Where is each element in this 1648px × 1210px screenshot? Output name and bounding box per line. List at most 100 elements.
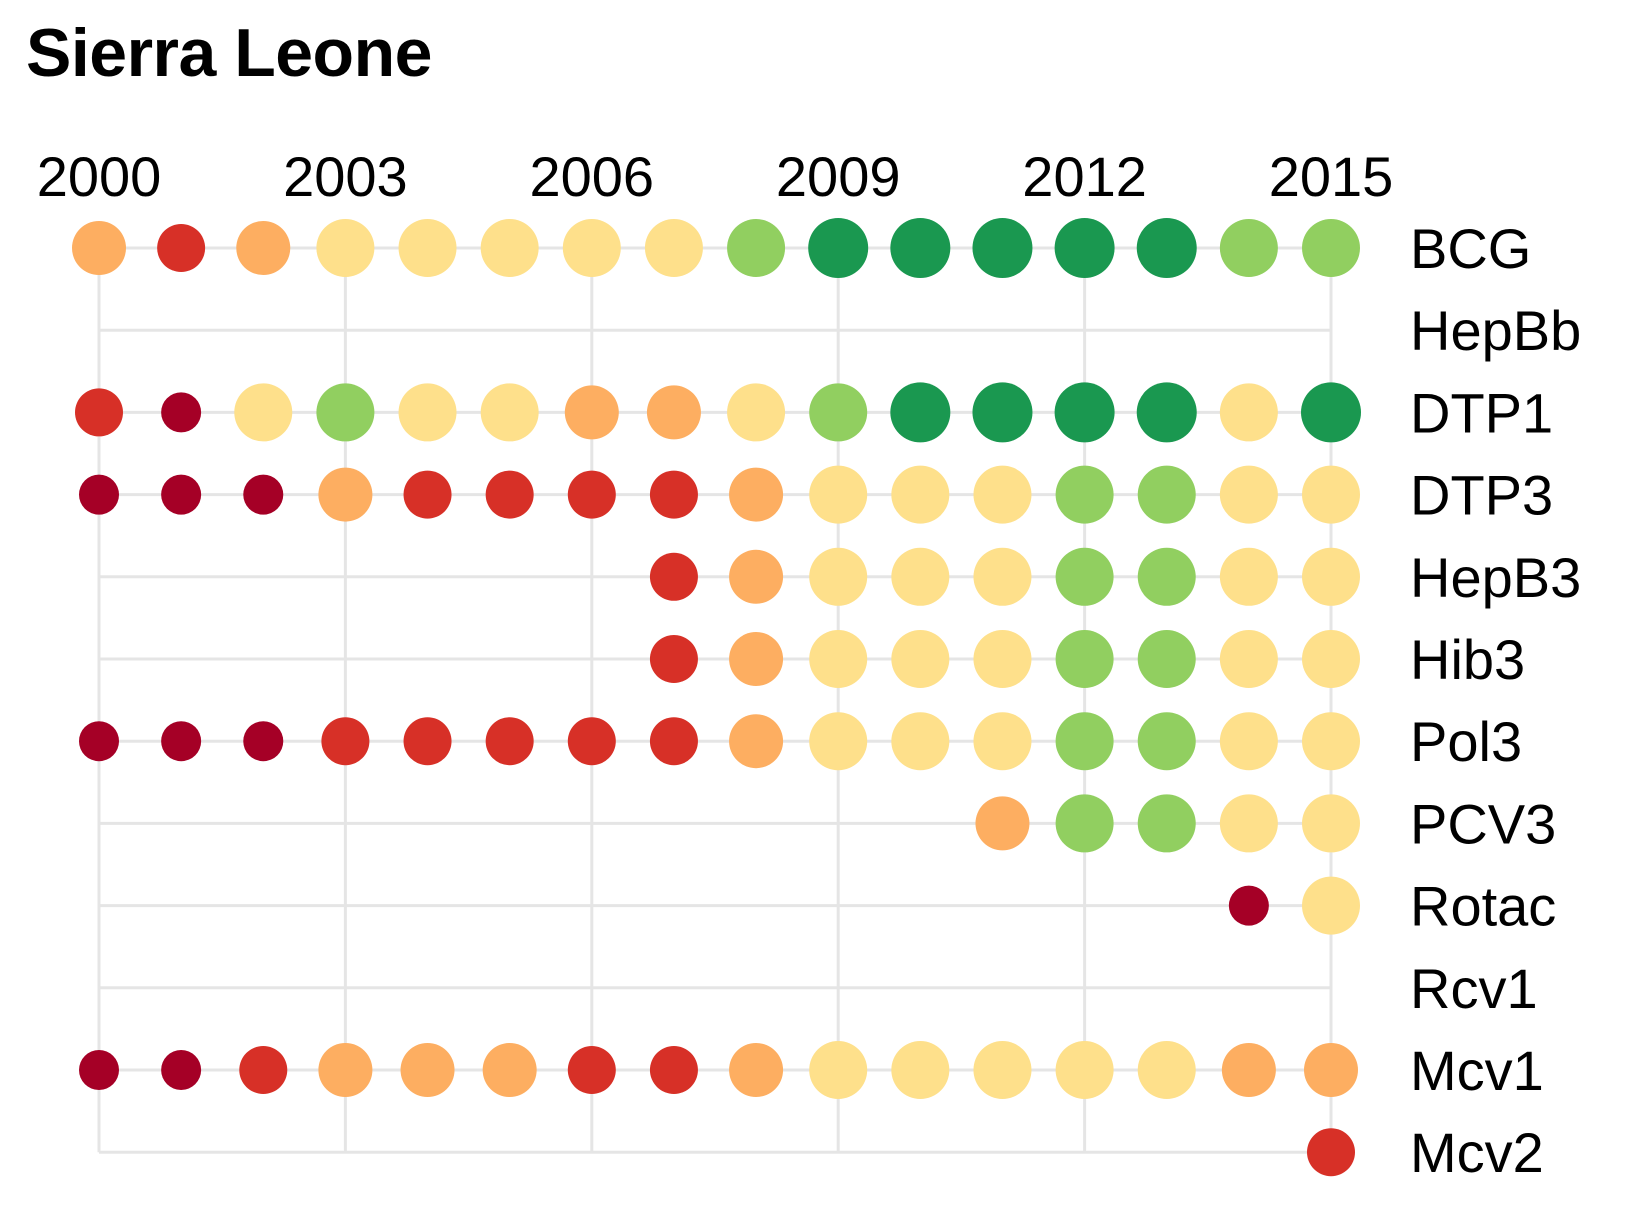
data-point <box>480 219 539 277</box>
data-point <box>485 470 534 519</box>
data-point <box>161 392 202 433</box>
row-label-mcv1: Mcv1 <box>1410 1039 1544 1102</box>
data-point <box>809 547 868 606</box>
data-point <box>891 1041 950 1099</box>
data-point <box>649 717 698 766</box>
data-point <box>1302 465 1360 524</box>
data-point <box>1304 1043 1358 1097</box>
data-point <box>236 221 291 275</box>
data-point <box>161 721 202 762</box>
x-tick-label: 2009 <box>776 145 901 208</box>
data-point <box>809 465 868 524</box>
data-point <box>243 474 284 515</box>
data-point <box>809 630 868 688</box>
data-point <box>1137 547 1196 606</box>
data-point <box>1137 630 1196 688</box>
data-point <box>318 1043 373 1097</box>
data-point <box>1302 794 1360 853</box>
data-point <box>809 383 868 442</box>
data-point <box>1055 465 1114 524</box>
data-point <box>727 383 786 442</box>
data-point <box>72 221 126 275</box>
data-point <box>1055 794 1114 853</box>
data-point <box>972 382 1033 443</box>
data-point <box>1307 1128 1355 1177</box>
data-point <box>157 224 206 272</box>
x-tick-label: 2000 <box>37 145 162 208</box>
data-point <box>891 465 950 524</box>
data-point <box>482 1043 537 1097</box>
data-point <box>1137 465 1196 524</box>
data-point <box>239 1046 288 1094</box>
data-point <box>562 219 621 277</box>
data-point <box>891 712 950 771</box>
chart-title: Sierra Leone <box>26 15 432 91</box>
row-label-hepbb: HepBb <box>1410 299 1581 362</box>
data-point <box>1219 219 1278 277</box>
data-point <box>890 382 951 443</box>
data-point <box>808 218 869 278</box>
data-point <box>1302 547 1360 606</box>
data-point <box>1219 383 1278 442</box>
data-point <box>975 796 1030 851</box>
data-point <box>1055 547 1114 606</box>
data-point <box>973 465 1032 524</box>
data-point <box>1302 876 1360 935</box>
data-point <box>403 717 452 766</box>
x-tick-label: 2015 <box>1269 145 1394 208</box>
data-point <box>318 467 373 522</box>
data-point <box>567 717 616 766</box>
data-point <box>1055 712 1114 771</box>
data-point <box>1136 382 1197 443</box>
data-point <box>398 219 457 277</box>
data-point <box>1219 465 1278 524</box>
data-point <box>316 219 375 277</box>
row-label-dtp3: DTP3 <box>1410 464 1553 527</box>
data-point <box>398 383 457 442</box>
row-label-hib3: Hib3 <box>1410 628 1525 691</box>
row-label-pcv3: PCV3 <box>1410 792 1556 855</box>
data-point <box>649 1046 698 1094</box>
data-point <box>1221 1043 1276 1097</box>
data-point <box>75 388 123 437</box>
row-label-mcv2: Mcv2 <box>1410 1121 1544 1184</box>
data-point <box>1219 712 1278 771</box>
data-point <box>973 547 1032 606</box>
data-point <box>564 385 619 440</box>
data-point <box>1137 712 1196 771</box>
x-tick-label: 2003 <box>283 145 408 208</box>
data-point <box>1301 382 1361 443</box>
data-point <box>973 712 1032 771</box>
data-point <box>727 219 786 277</box>
data-point <box>1302 630 1360 688</box>
data-point <box>567 1046 616 1094</box>
data-point <box>809 712 868 771</box>
data-point <box>79 721 119 762</box>
data-point <box>321 717 370 766</box>
data-point <box>161 474 202 515</box>
data-point <box>485 717 534 766</box>
data-point <box>644 219 703 277</box>
row-label-hepb3: HepB3 <box>1410 546 1581 609</box>
data-point <box>1219 794 1278 853</box>
data-point <box>234 383 293 442</box>
data-point <box>972 218 1033 278</box>
data-point <box>729 549 784 604</box>
data-point <box>403 470 452 519</box>
data-point <box>729 467 784 522</box>
row-label-rcv1: Rcv1 <box>1410 957 1538 1020</box>
data-point <box>973 1041 1032 1099</box>
row-label-pol3: Pol3 <box>1410 710 1522 773</box>
data-point <box>243 721 284 762</box>
data-point <box>161 1050 202 1090</box>
data-point <box>649 552 698 601</box>
data-point <box>891 547 950 606</box>
data-point <box>729 714 784 769</box>
data-point <box>1137 794 1196 853</box>
data-point <box>1219 547 1278 606</box>
data-point <box>973 630 1032 688</box>
data-point <box>1137 1041 1196 1099</box>
data-point <box>1136 218 1197 278</box>
